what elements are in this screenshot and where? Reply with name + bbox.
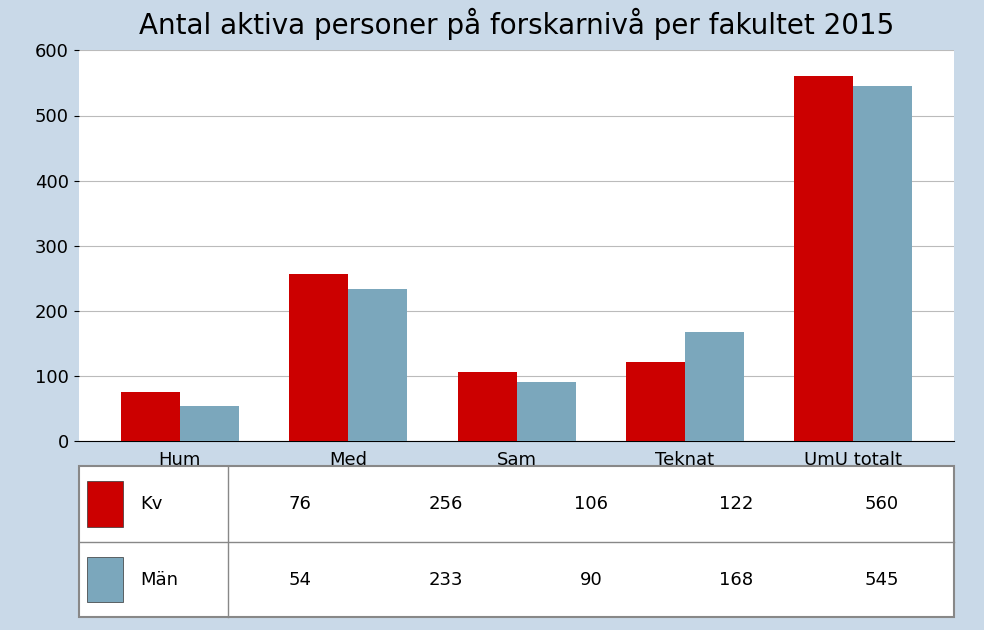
Bar: [517, 382, 576, 441]
Text: 54: 54: [288, 571, 312, 588]
Bar: [88, 481, 123, 527]
Text: 256: 256: [428, 495, 462, 513]
Text: 90: 90: [580, 571, 602, 588]
Text: 168: 168: [719, 571, 754, 588]
Bar: [121, 391, 180, 441]
Text: Män: Män: [140, 571, 178, 588]
Bar: [458, 372, 517, 441]
Bar: [289, 274, 348, 441]
Text: 560: 560: [865, 495, 898, 513]
Bar: [794, 76, 853, 441]
Bar: [853, 86, 912, 441]
Text: 76: 76: [289, 495, 312, 513]
Bar: [626, 362, 685, 441]
Bar: [88, 557, 123, 602]
Bar: [685, 331, 744, 441]
Title: Antal aktiva personer på forskarnivå per fakultet 2015: Antal aktiva personer på forskarnivå per…: [139, 8, 894, 40]
Text: 106: 106: [574, 495, 608, 513]
Text: 233: 233: [428, 571, 462, 588]
Text: Kv: Kv: [140, 495, 162, 513]
Bar: [348, 289, 407, 441]
Bar: [180, 406, 239, 441]
Text: 545: 545: [865, 571, 899, 588]
Text: 122: 122: [719, 495, 754, 513]
